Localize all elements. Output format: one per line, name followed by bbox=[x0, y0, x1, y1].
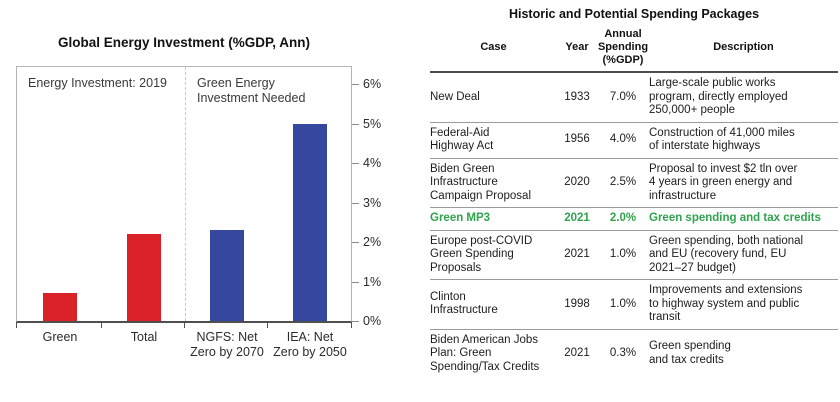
y-axis-tick bbox=[352, 281, 359, 283]
y-axis-tick bbox=[352, 123, 359, 125]
spending-cell: 4.0% bbox=[597, 122, 649, 159]
table-row: Europe post-COVID Green Spending Proposa… bbox=[430, 230, 838, 280]
case-cell: Green MP3 bbox=[430, 207, 557, 231]
table-row: Biden Green Infrastructure Campaign Prop… bbox=[430, 158, 838, 208]
y-axis-label: 4% bbox=[363, 156, 382, 170]
spending-packages-table: Case Year Annual Spending (%GDP) Descrip… bbox=[430, 26, 838, 378]
y-axis-tick bbox=[352, 321, 359, 322]
case-cell: Biden American Jobs Plan: Green Spending… bbox=[430, 333, 540, 373]
bar-green bbox=[43, 293, 77, 321]
year-cell: 2021 bbox=[557, 230, 597, 280]
case-cell: New Deal bbox=[430, 72, 557, 123]
year-cell: 2020 bbox=[557, 158, 597, 208]
case-cell: Europe post-COVID Green Spending Proposa… bbox=[430, 230, 557, 280]
table-row: Green MP3 2021 2.0% Green spending and tax … bbox=[430, 207, 838, 231]
table-row: Clinton Infrastructure 1998 1.0% Improvemen… bbox=[430, 279, 838, 330]
annotation-energy-investment-2019: Energy Investment: 2019 bbox=[28, 76, 167, 90]
x-axis-label: Total bbox=[130, 330, 158, 344]
description-cell: Green spending, both national and EU (re… bbox=[649, 230, 838, 280]
y-axis-tick bbox=[352, 84, 359, 85]
header-annual-spending: Annual Spending (%GDP) bbox=[597, 26, 649, 73]
spending-cell: 1.0% bbox=[597, 230, 649, 280]
spending-cell: 7.0% bbox=[597, 72, 649, 123]
spending-table-body: New Deal 1933 7.0% Large-scale public works… bbox=[430, 72, 838, 378]
x-axis-tick bbox=[351, 322, 352, 328]
x-axis-tick bbox=[16, 322, 17, 328]
y-axis-tick bbox=[352, 242, 359, 243]
x-axis-label: Green bbox=[42, 330, 78, 344]
spending-cell: 0.3% bbox=[609, 347, 637, 359]
section-divider-line bbox=[185, 67, 186, 321]
case-cell: Federal-Aid Highway Act bbox=[430, 122, 557, 159]
spending-cell: 1.0% bbox=[597, 279, 649, 330]
year-cell: 2021 bbox=[557, 207, 597, 231]
header-description: Description bbox=[649, 26, 838, 73]
y-axis-label: 5% bbox=[363, 116, 382, 131]
table-header-row: Case Year Annual Spending (%GDP) Descrip… bbox=[430, 26, 838, 73]
description-cell: Green spending and tax credits bbox=[649, 340, 731, 366]
description-cell: Large-scale public works program, direct… bbox=[649, 72, 838, 123]
description-cell: Proposal to invest $2 tln over 4 years i… bbox=[649, 158, 838, 208]
annotation-green-energy-needed: Green Energy Investment Needed bbox=[197, 76, 306, 105]
description-cell: Improvements and extensions to highway s… bbox=[649, 279, 838, 330]
x-axis-tick bbox=[100, 322, 102, 328]
y-axis-label: 0% bbox=[363, 314, 382, 328]
x-axis-tick bbox=[184, 322, 185, 328]
x-axis-label: IEA: Net Zero by 2050 bbox=[273, 330, 347, 359]
table-row: Biden American Jobs Plan: Green Spending… bbox=[430, 329, 838, 378]
table-row: New Deal 1933 7.0% Large-scale public works… bbox=[430, 72, 838, 123]
table-row: Federal-Aid Highway Act 1956 4.0% Construct… bbox=[430, 122, 838, 159]
y-axis-label: 6% bbox=[363, 77, 382, 91]
y-axis-label: 3% bbox=[363, 195, 382, 210]
description-cell: Construction of 41,000 miles of intersta… bbox=[649, 122, 838, 159]
table-title: Historic and Potential Spending Packages bbox=[508, 7, 760, 21]
y-axis-tick bbox=[352, 163, 359, 164]
y-axis-label: 2% bbox=[363, 235, 382, 249]
bar-iea-net bbox=[293, 123, 327, 321]
spending-cell: 2.0% bbox=[597, 207, 649, 231]
header-year: Year bbox=[557, 26, 597, 73]
x-axis-tick bbox=[267, 322, 269, 328]
x-axis-label: NGFS: Net Zero by 2070 bbox=[190, 330, 264, 359]
case-cell: Clinton Infrastructure bbox=[430, 279, 557, 330]
description-cell: Green spending and tax credits bbox=[649, 207, 838, 231]
chart-title: Global Energy Investment (%GDP, Ann) bbox=[57, 35, 311, 50]
year-cell: 1956 bbox=[557, 122, 597, 159]
y-axis-label: 1% bbox=[363, 274, 382, 289]
bar-total bbox=[127, 234, 161, 321]
spending-cell: 2.5% bbox=[597, 158, 649, 208]
bar-plot-area: Energy Investment: 2019 Green Energy Inv… bbox=[16, 66, 352, 323]
year-cell: 2021 bbox=[564, 347, 590, 359]
year-cell: 1998 bbox=[557, 279, 597, 330]
y-axis-tick bbox=[352, 202, 359, 204]
spending-packages-panel: Historic and Potential Spending Packages… bbox=[430, 0, 838, 378]
bar-ngfs-net bbox=[210, 230, 244, 321]
header-case: Case bbox=[430, 26, 557, 73]
case-cell: Biden Green Infrastructure Campaign Prop… bbox=[430, 158, 557, 208]
year-cell: 1933 bbox=[557, 72, 597, 123]
